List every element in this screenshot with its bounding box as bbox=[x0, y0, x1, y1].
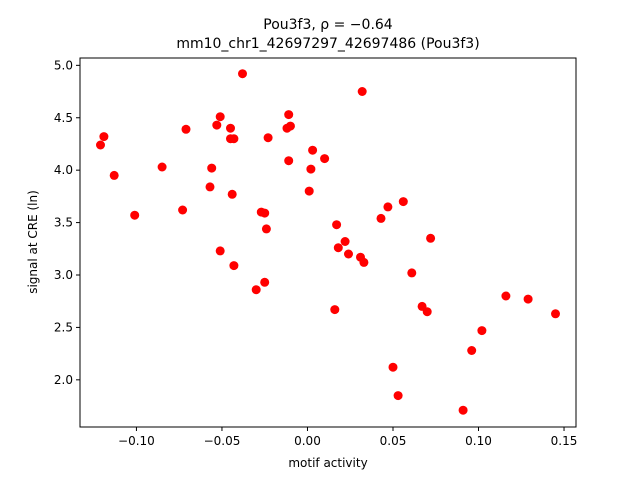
data-point-52 bbox=[501, 291, 511, 301]
y-tick-label: 3.5 bbox=[54, 216, 73, 230]
data-point-43 bbox=[393, 391, 403, 401]
data-point-22 bbox=[261, 224, 271, 234]
data-point-51 bbox=[477, 326, 487, 336]
data-point-28 bbox=[304, 186, 314, 196]
data-point-11 bbox=[215, 246, 225, 256]
data-point-17 bbox=[238, 69, 247, 79]
data-point-45 bbox=[407, 268, 417, 278]
data-point-31 bbox=[320, 154, 330, 164]
data-point-10 bbox=[215, 112, 225, 122]
data-point-33 bbox=[332, 220, 342, 230]
y-axis-ticks: 2.0 2.5 3.0 3.5 4.0 4.5 5.0 bbox=[54, 58, 80, 387]
x-tick-label: 0.10 bbox=[465, 434, 492, 448]
data-point-18 bbox=[251, 285, 261, 295]
data-point-53 bbox=[523, 294, 533, 304]
chart-title: Pou3f3, ρ = −0.64 bbox=[263, 17, 393, 33]
y-tick-label: 2.0 bbox=[54, 373, 73, 387]
data-point-23 bbox=[263, 133, 273, 143]
data-point-2 bbox=[109, 170, 119, 180]
data-point-32 bbox=[330, 305, 340, 315]
data-point-42 bbox=[388, 362, 398, 372]
data-point-15 bbox=[227, 189, 237, 199]
data-point-48 bbox=[426, 233, 436, 243]
x-tick-label: −0.05 bbox=[204, 434, 241, 448]
data-point-54 bbox=[551, 309, 560, 319]
x-tick-label: 0.15 bbox=[551, 434, 578, 448]
data-point-50 bbox=[467, 346, 477, 355]
data-point-5 bbox=[178, 205, 188, 215]
y-tick-label: 4.0 bbox=[54, 163, 73, 177]
data-point-14 bbox=[229, 134, 239, 144]
data-point-40 bbox=[376, 213, 386, 223]
data-point-34 bbox=[333, 243, 343, 253]
data-point-12 bbox=[226, 123, 235, 133]
y-axis-label: signal at CRE (ln) bbox=[26, 190, 40, 294]
data-point-4 bbox=[157, 162, 167, 172]
data-points bbox=[96, 69, 560, 415]
x-axis-ticks: −0.10 −0.05 0.00 0.05 0.10 0.15 bbox=[118, 427, 577, 448]
data-point-47 bbox=[422, 307, 432, 317]
x-tick-label: 0.05 bbox=[380, 434, 407, 448]
data-point-29 bbox=[306, 164, 316, 174]
data-point-16 bbox=[229, 261, 239, 271]
data-point-30 bbox=[308, 145, 318, 155]
data-point-25 bbox=[284, 110, 294, 120]
data-point-8 bbox=[207, 163, 217, 173]
data-point-1 bbox=[99, 132, 109, 142]
data-point-20 bbox=[260, 208, 270, 218]
data-point-41 bbox=[383, 202, 393, 212]
data-point-27 bbox=[284, 156, 294, 166]
data-point-38 bbox=[357, 87, 367, 96]
y-tick-label: 4.5 bbox=[54, 111, 73, 125]
data-point-6 bbox=[181, 124, 191, 134]
x-tick-label: −0.10 bbox=[118, 434, 155, 448]
data-point-36 bbox=[344, 249, 353, 259]
y-tick-label: 2.5 bbox=[54, 320, 73, 334]
data-point-0 bbox=[96, 140, 105, 150]
x-tick-label: 0.00 bbox=[294, 434, 321, 448]
plot-area-frame bbox=[79, 57, 577, 428]
data-point-3 bbox=[130, 210, 140, 220]
data-point-7 bbox=[205, 182, 215, 192]
data-point-49 bbox=[458, 405, 468, 415]
data-point-21 bbox=[260, 277, 270, 287]
data-point-9 bbox=[212, 120, 222, 130]
data-point-35 bbox=[340, 237, 350, 246]
x-axis-label: motif activity bbox=[288, 456, 367, 470]
y-tick-label: 5.0 bbox=[54, 58, 73, 72]
data-point-26 bbox=[285, 121, 295, 131]
chart-subtitle: mm10_chr1_42697297_42697486 (Pou3f3) bbox=[176, 36, 479, 52]
data-point-44 bbox=[398, 197, 408, 207]
data-point-39 bbox=[359, 257, 369, 267]
y-tick-label: 3.0 bbox=[54, 268, 73, 282]
